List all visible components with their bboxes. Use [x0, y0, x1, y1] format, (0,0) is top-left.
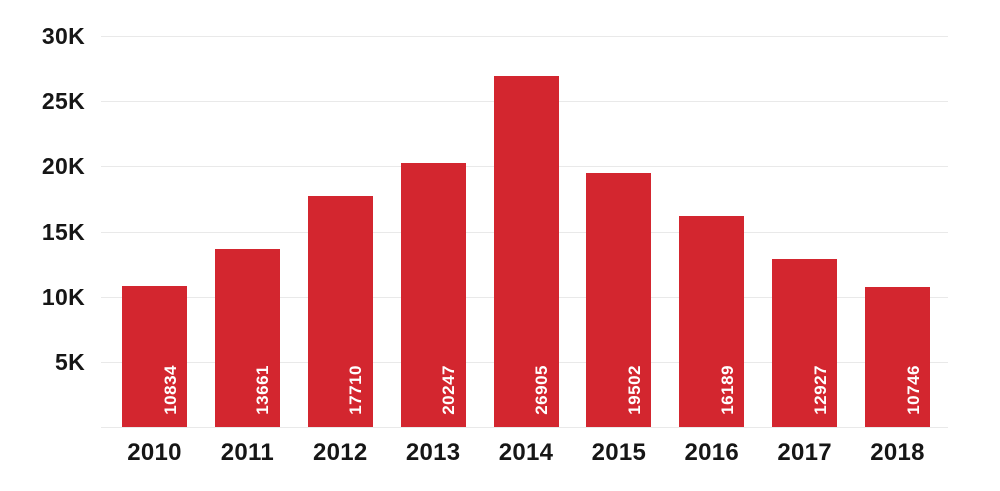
- bar-value-label: 10746: [904, 365, 924, 415]
- x-tick-label: 2014: [498, 439, 554, 466]
- bar-value-text: 19502: [624, 365, 644, 415]
- y-tick-label: 25K: [41, 88, 85, 115]
- bar: 12927: [772, 258, 838, 427]
- bar-value-text: 16189: [717, 365, 737, 415]
- bar-value-text: 20247: [439, 365, 459, 415]
- y-tick-label: 10K: [41, 283, 85, 310]
- bar-value-text: 26905: [532, 365, 551, 415]
- bar-value-text: 13661: [253, 365, 273, 415]
- x-tick-label: 2017: [777, 439, 832, 466]
- y-tick-label: 5K: [54, 348, 85, 375]
- bar: 16189: [679, 216, 745, 427]
- y-tick-label: 30K: [41, 23, 85, 49]
- bar: 26905: [493, 76, 559, 427]
- bar-value-text: 12927: [810, 365, 830, 415]
- bar-value-label: 12927: [811, 365, 831, 415]
- bar: 19502: [586, 172, 652, 427]
- bar-value-text: 10834: [160, 365, 180, 415]
- gridline: [101, 36, 948, 37]
- bar: 20247: [400, 163, 466, 427]
- bar-value-label: 13661: [253, 365, 273, 415]
- plot-area: 10834 13661 17710 20247 26905 19502 16189 12927…: [101, 36, 948, 428]
- bar: 13661: [214, 248, 280, 427]
- x-tick-label: 2011: [220, 439, 275, 466]
- x-tick-label: 2010: [127, 439, 182, 466]
- x-tick-label: 2018: [870, 439, 925, 466]
- x-tick-label: 2013: [405, 439, 461, 466]
- bar-value-label: 17710: [346, 365, 366, 415]
- bar-value-label: 20247: [439, 365, 459, 415]
- bar-value-label: 19502: [625, 365, 645, 415]
- x-tick-label: 2015: [591, 439, 647, 466]
- y-tick-label: 20K: [41, 153, 85, 180]
- gridline: [101, 427, 948, 428]
- bar-value-label: 10834: [161, 365, 181, 415]
- bar-value-label: 26905: [532, 365, 552, 415]
- bar-value-text: 10746: [903, 365, 923, 415]
- bar-value-label: 16189: [718, 365, 738, 415]
- y-tick-label: 15K: [41, 218, 85, 245]
- bar: 10834: [122, 285, 187, 427]
- x-tick-label: 2012: [312, 439, 368, 466]
- bar: 10746: [865, 286, 930, 427]
- bar: 17710: [307, 196, 373, 427]
- x-tick-label: 2016: [684, 439, 740, 466]
- bar-value-text: 17710: [346, 365, 366, 415]
